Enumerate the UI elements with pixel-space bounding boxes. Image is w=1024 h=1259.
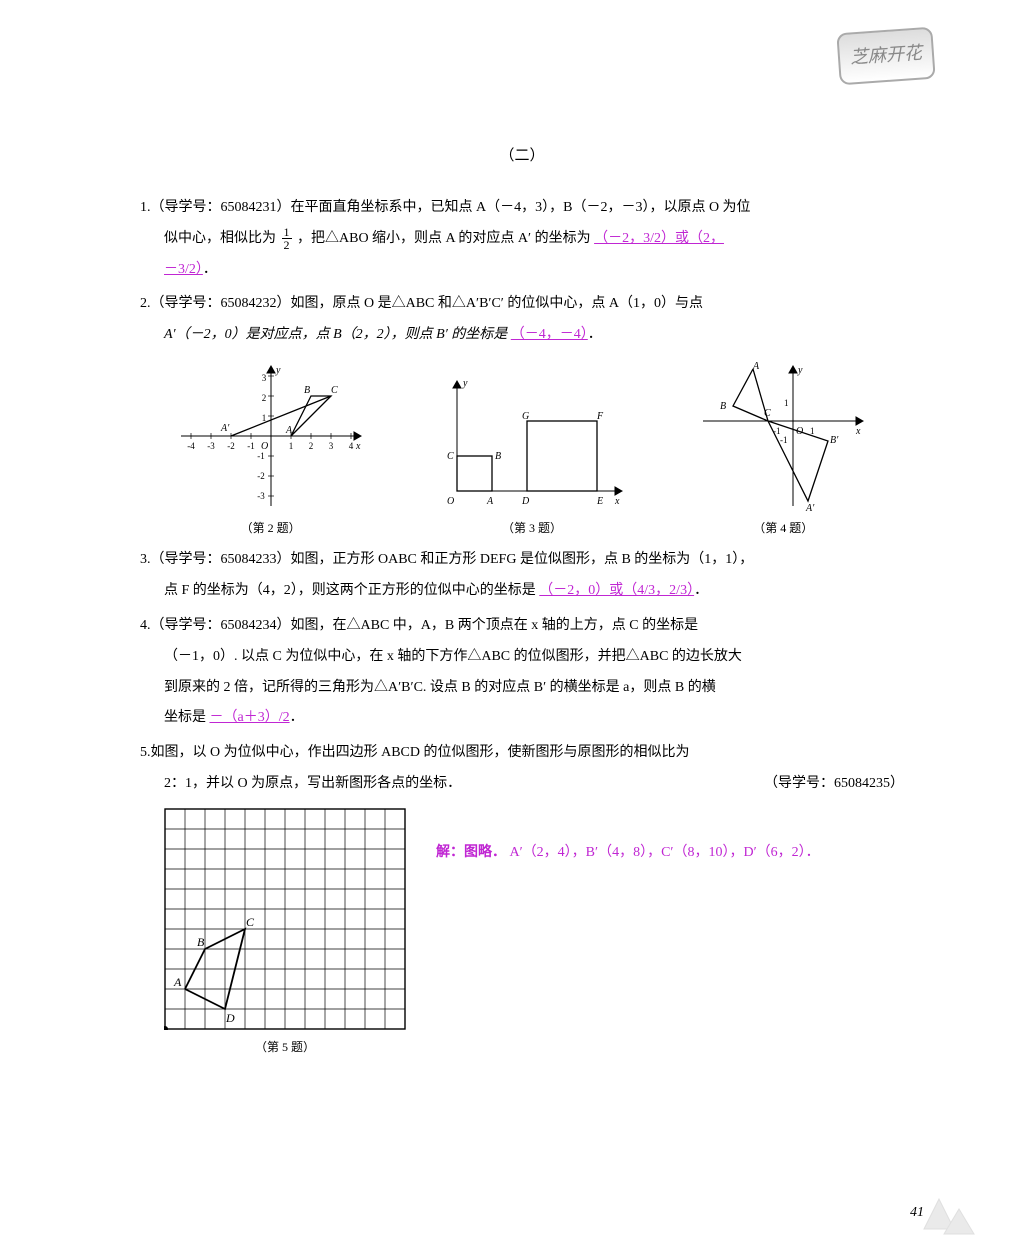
svg-text:2: 2 <box>261 393 266 403</box>
svg-text:-3: -3 <box>257 491 265 501</box>
q1-id: （导学号：65084231） <box>151 200 291 215</box>
svg-text:-1: -1 <box>257 451 265 461</box>
q3-num: 3. <box>140 552 151 567</box>
svg-text:A: A <box>486 496 494 507</box>
svg-text:B: B <box>197 935 205 949</box>
svg-text:A: A <box>752 361 760 372</box>
svg-text:G: G <box>522 411 529 422</box>
svg-text:1: 1 <box>810 426 815 436</box>
question-4: 4.（导学号：65084234）如图，在△ABC 中，A，B 两个顶点在 x 轴… <box>140 611 904 734</box>
svg-text:y: y <box>462 378 468 389</box>
svg-text:A: A <box>173 975 182 989</box>
svg-text:E: E <box>596 496 603 507</box>
q2-answer: （－4，－4） <box>511 327 588 342</box>
fraction-half: 12 <box>282 226 292 251</box>
q1-answer-b: －3/2） <box>164 262 203 277</box>
section-title: （二） <box>140 140 904 173</box>
figcap-2: （第 2 题） <box>241 515 301 541</box>
svg-text:x: x <box>614 496 620 507</box>
q5-num: 5. <box>140 745 151 760</box>
svg-text:-4: -4 <box>187 441 195 451</box>
svg-text:F: F <box>596 411 604 422</box>
q2-text-a: 如图，原点 O 是△ABC 和△A′B′C′ 的位似中心，点 A（1，0）与点 <box>291 296 703 311</box>
figure-row: x y O -4 -3 -2 -1 1 2 3 4 1 2 3 -1 -2 -3 A B C A′ <box>140 361 904 541</box>
q3-text-b: 点 F 的坐标为（4，2），则这两个正方形的位似中心的坐标是 <box>164 583 539 598</box>
svg-text:3: 3 <box>261 373 266 383</box>
svg-text:C: C <box>331 385 338 396</box>
q1-answer-a: （－2，3/2）或（2， <box>594 231 724 246</box>
q5-solution: 解：图略． A′（2，4），B′（4，8），C′（8，10），D′（6，2）． <box>436 808 820 869</box>
svg-text:4: 4 <box>348 441 353 451</box>
svg-text:2: 2 <box>308 441 313 451</box>
figure-4: xyO -111-1 ABC B′A′ （第 4 题） <box>698 361 868 541</box>
q5-text-a: 如图，以 O 为位似中心，作出四边形 ABCD 的位似图形，使新图形与原图形的相… <box>151 745 690 760</box>
q2-period: ． <box>588 327 602 342</box>
svg-text:-1: -1 <box>247 441 255 451</box>
q2-text-b: A′（－2，0）是对应点，点 B（2，2），则点 B′ 的坐标是 <box>164 327 511 342</box>
q5-id: （导学号：65084235） <box>764 769 904 800</box>
q3-answer: （－2，0）或（4/3，2/3） <box>539 583 694 598</box>
q1-text-b2: ，把△ABO 缩小，则点 A 的对应点 A′ 的坐标为 <box>297 231 594 246</box>
q1-text-b1: 似中心，相似比为 <box>164 231 276 246</box>
question-5: 5.如图，以 O 为位似中心，作出四边形 ABCD 的位似图形，使新图形与原图形… <box>140 738 904 1060</box>
svg-text:A′: A′ <box>805 503 815 511</box>
svg-text:C: C <box>447 451 454 462</box>
q2-id: （导学号：65084232） <box>151 296 291 311</box>
q4-text-b: （－1，0）. 以点 C 为位似中心，在 x 轴的下方作△ABC 的位似图形，并… <box>164 649 742 664</box>
svg-text:-1: -1 <box>780 435 788 445</box>
q4-id: （导学号：65084234） <box>151 618 291 633</box>
svg-text:O: O <box>447 496 454 507</box>
question-3: 3.（导学号：65084233）如图，正方形 OABC 和正方形 DEFG 是位… <box>140 545 904 607</box>
svg-text:C: C <box>246 915 255 929</box>
q1-num: 1. <box>140 200 151 215</box>
figure-2: xy O -4-3-2-1 1234 123 -1-2-3 ABCA′ <box>176 361 366 541</box>
figcap-5: （第 5 题） <box>255 1034 315 1060</box>
q5-answer-label: 解：图略． <box>436 845 506 860</box>
svg-text:x: x <box>855 426 861 437</box>
svg-text:-3: -3 <box>207 441 215 451</box>
svg-text:D: D <box>225 1011 235 1025</box>
q4-period: ． <box>290 710 304 725</box>
question-2: 2.（导学号：65084232）如图，原点 O 是△ABC 和△A′B′C′ 的… <box>140 289 904 351</box>
figure-3: x y O A B C D E F G （第 3 题） <box>437 371 627 541</box>
svg-text:A: A <box>285 425 293 436</box>
q5-answer: A′（2，4），B′（4，8），C′（8，10），D′（6，2）． <box>510 845 820 860</box>
page-content: （二） 1.（导学号：65084231）在平面直角坐标系中，已知点 A（－4，3… <box>0 0 1024 1060</box>
svg-text:y: y <box>797 365 803 376</box>
svg-text:x: x <box>355 441 361 452</box>
figcap-3: （第 3 题） <box>502 515 562 541</box>
q3-period: ． <box>694 583 708 598</box>
q3-text-a: 如图，正方形 OABC 和正方形 DEFG 是位似图形，点 B 的坐标为（1，1… <box>291 552 754 567</box>
q4-answer: －（a＋3）/2 <box>210 710 290 725</box>
svg-text:B: B <box>720 401 726 412</box>
brand-logo: 芝麻开花 <box>836 27 935 85</box>
question-1: 1.（导学号：65084231）在平面直角坐标系中，已知点 A（－4，3），B（… <box>140 193 904 285</box>
q2-num: 2. <box>140 296 151 311</box>
q1-text-a: 在平面直角坐标系中，已知点 A（－4，3），B（－2，－3），以原点 O 为位 <box>291 200 751 215</box>
svg-text:B: B <box>304 385 310 396</box>
q4-text-c: 到原来的 2 倍，记所得的三角形为△A′B′C. 设点 B 的对应点 B′ 的横… <box>164 680 716 695</box>
corner-decoration <box>914 1189 984 1239</box>
q3-id: （导学号：65084233） <box>151 552 291 567</box>
q4-num: 4. <box>140 618 151 633</box>
figcap-4: （第 4 题） <box>753 515 813 541</box>
svg-text:B′: B′ <box>830 435 839 446</box>
q5-text-b: 2：1，并以 O 为原点，写出新图形各点的坐标． <box>164 769 461 800</box>
q4-text-a: 如图，在△ABC 中，A，B 两个顶点在 x 轴的上方，点 C 的坐标是 <box>291 618 699 633</box>
svg-text:1: 1 <box>784 398 789 408</box>
svg-text:B: B <box>495 451 501 462</box>
q4-text-d: 坐标是 <box>164 710 210 725</box>
svg-text:3: 3 <box>328 441 333 451</box>
q1-period: ． <box>203 262 217 277</box>
figure-5: O ABCD （第 5 题） <box>164 808 406 1060</box>
svg-text:C: C <box>764 408 771 419</box>
svg-text:-2: -2 <box>257 471 265 481</box>
svg-text:A′: A′ <box>220 423 230 434</box>
svg-text:1: 1 <box>288 441 293 451</box>
svg-text:y: y <box>275 365 281 376</box>
svg-text:D: D <box>521 496 530 507</box>
svg-text:-2: -2 <box>227 441 235 451</box>
